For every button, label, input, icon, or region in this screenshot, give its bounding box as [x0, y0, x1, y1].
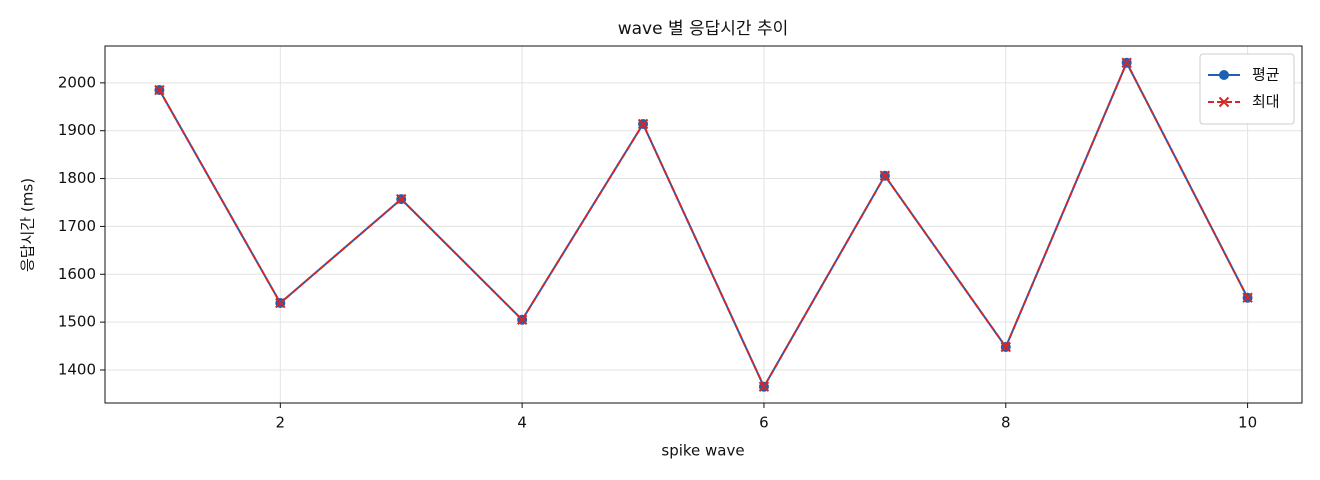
- marker: [879, 170, 891, 181]
- legend-marker: [1219, 70, 1229, 80]
- y-tick-label: 1400: [58, 360, 96, 378]
- legend-box: [1199, 53, 1295, 125]
- chart-title: wave 별 응답시간 추이: [618, 19, 789, 39]
- x-tick-label: 4: [517, 414, 527, 432]
- legend-marker: [1218, 96, 1230, 108]
- marker: [1000, 341, 1011, 353]
- legend-label: 최대: [1252, 93, 1280, 111]
- marker: [396, 193, 407, 205]
- x-tick-label: 6: [759, 414, 769, 432]
- y-tick-label: 1600: [58, 265, 96, 283]
- y-tick-label: 1900: [58, 121, 96, 139]
- x-tick-label: 2: [276, 414, 286, 432]
- y-tick-label: 2000: [58, 73, 96, 91]
- marker: [516, 314, 528, 325]
- x-tick-label: 8: [1001, 414, 1011, 432]
- marker: [637, 118, 649, 130]
- x-tick-label: 10: [1238, 414, 1257, 432]
- marker: [275, 297, 286, 309]
- marker: [758, 381, 770, 392]
- series-line: [158, 60, 1249, 389]
- x-axis-label: spike wave: [661, 442, 744, 460]
- y-tick-label: 1800: [58, 169, 96, 187]
- marker: [154, 84, 165, 96]
- legend-label: 평균: [1252, 66, 1280, 84]
- y-tick-label: 1500: [58, 313, 96, 331]
- marker: [1121, 57, 1132, 68]
- marker: [1242, 292, 1253, 303]
- y-axis-label: 응답시간 (ms): [19, 178, 37, 272]
- series-line: [158, 60, 1249, 389]
- y-tick-label: 1700: [58, 217, 96, 235]
- plot-frame: [104, 45, 1303, 404]
